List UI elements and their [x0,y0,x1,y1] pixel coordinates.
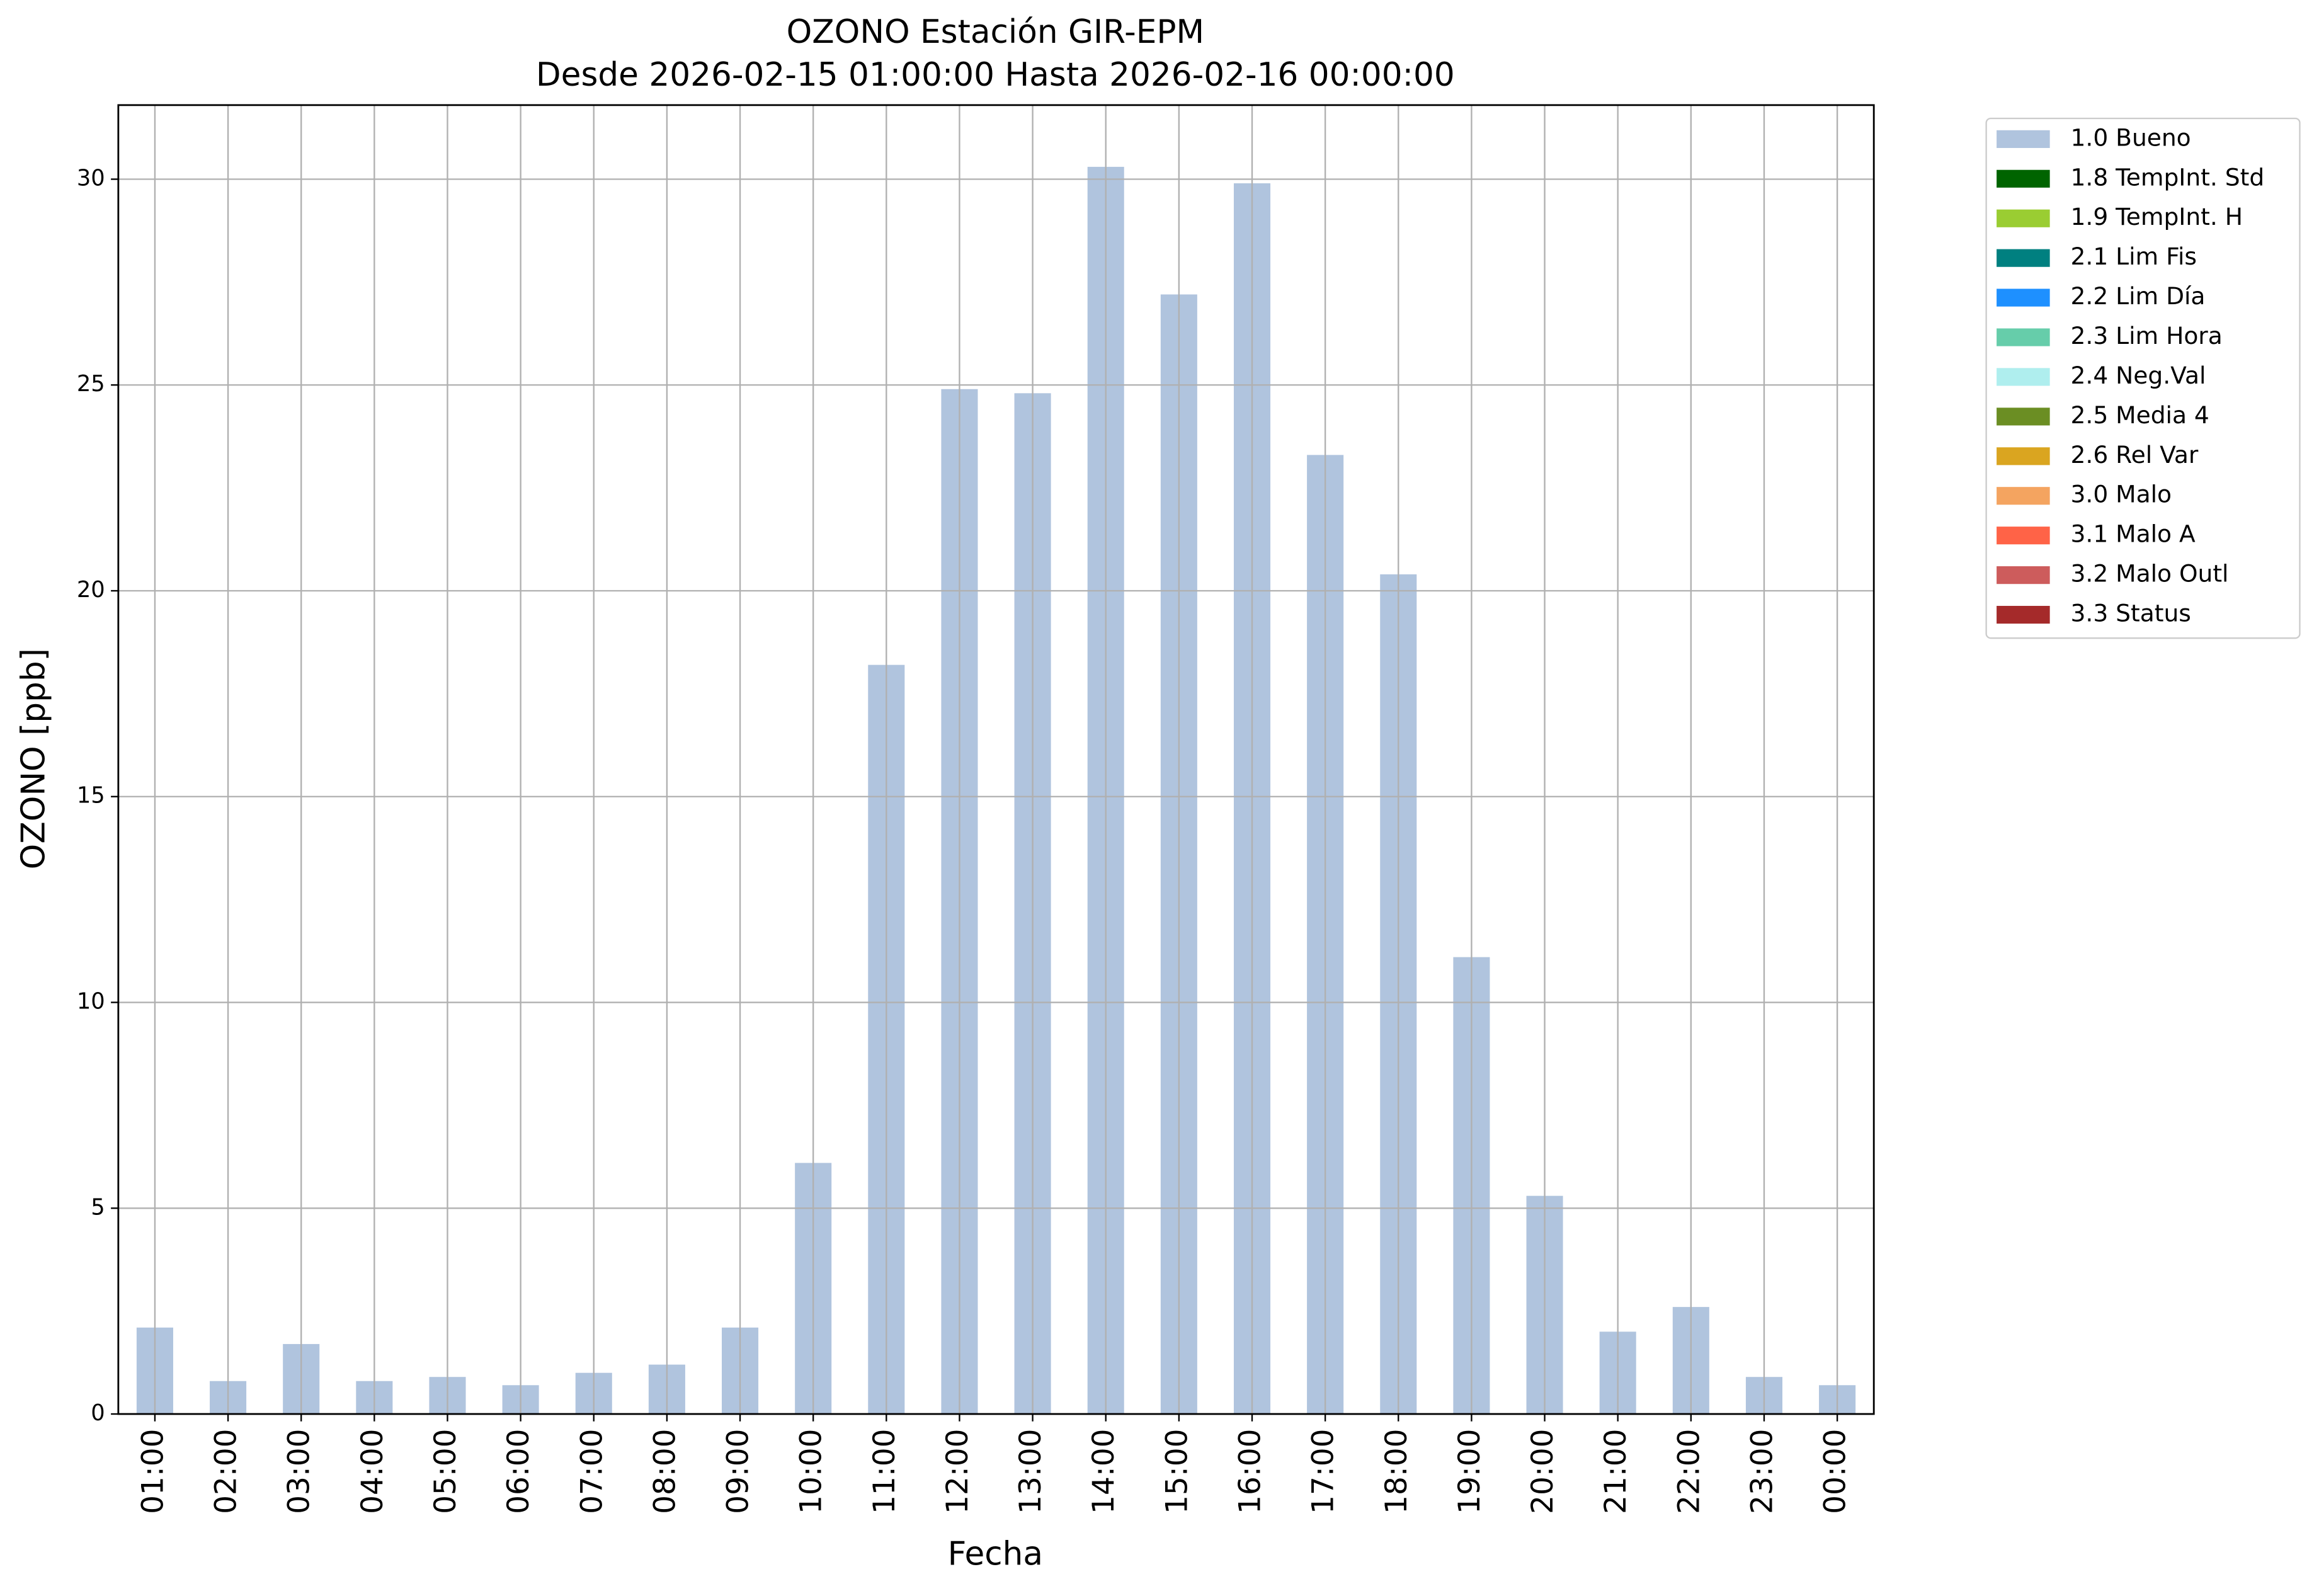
x-tick-label: 20:00 [1525,1429,1560,1514]
y-tick-label: 5 [91,1194,105,1220]
y-tick-label: 25 [77,371,105,397]
legend-swatch [1997,209,2050,227]
x-axis-label: Fecha [948,1535,1043,1573]
x-tick-label: 13:00 [1013,1429,1048,1514]
legend-label: 2.3 Lim Hora [2071,322,2223,350]
legend-label: 1.8 TempInt. Std [2071,163,2265,191]
legend-label: 2.4 Neg.Val [2071,362,2206,389]
x-tick-label: 19:00 [1452,1429,1487,1514]
legend-swatch [1997,408,2050,426]
legend-label: 3.1 Malo A [2071,520,2196,548]
legend-box [1985,117,2301,639]
y-axis-label: OZONO [ppb] [14,648,52,869]
legend-swatch [1997,288,2050,307]
legend-swatch [1997,447,2050,465]
legend-label: 2.5 Media 4 [2071,401,2209,429]
x-tick-label: 14:00 [1086,1429,1121,1514]
x-tick-label: 12:00 [940,1429,975,1514]
legend-label: 3.3 Status [2071,600,2191,627]
y-tick-label: 0 [91,1400,105,1426]
legend-swatch [1997,487,2050,505]
legend-label: 1.0 Bueno [2071,123,2191,151]
legend-label: 2.1 Lim Fis [2071,242,2197,270]
legend-swatch [1997,368,2050,386]
x-tick-label: 06:00 [501,1429,536,1514]
x-tick-label: 01:00 [135,1429,170,1514]
x-tick-label: 09:00 [721,1429,756,1514]
x-tick-label: 17:00 [1306,1429,1341,1514]
legend-swatch [1997,527,2050,545]
legend-label: 3.2 Malo Outl [2071,560,2229,588]
plot-frame [117,104,1875,1415]
legend-swatch [1997,328,2050,346]
chart-subtitle: Desde 2026-02-15 01:00:00 Hasta 2026-02-… [536,56,1455,94]
x-tick-label: 11:00 [867,1429,902,1514]
x-tick-label: 04:00 [355,1429,390,1514]
y-tick-label: 20 [77,577,105,603]
y-tick-label: 10 [77,989,105,1015]
x-tick-label: 03:00 [282,1429,317,1514]
x-tick-label: 21:00 [1598,1429,1633,1514]
x-tick-label: 22:00 [1672,1429,1706,1514]
chart-title: OZONO Estación GIR-EPM [787,13,1204,51]
x-tick-label: 02:00 [209,1429,244,1514]
legend-label: 2.2 Lim Día [2071,282,2206,310]
x-tick-label: 08:00 [647,1429,682,1514]
y-tick-label: 15 [77,783,105,809]
legend-label: 1.9 TempInt. H [2071,203,2243,231]
x-tick-label: 05:00 [428,1429,463,1514]
legend-swatch [1997,169,2050,188]
x-tick-label: 15:00 [1160,1429,1194,1514]
x-tick-label: 10:00 [794,1429,829,1514]
legend-swatch [1997,130,2050,148]
legend-label: 2.6 Rel Var [2071,441,2199,469]
x-tick-label: 18:00 [1379,1429,1414,1514]
x-tick-label: 16:00 [1233,1429,1268,1514]
legend-swatch [1997,566,2050,584]
legend-label: 3.0 Malo [2071,481,2172,508]
x-tick-label: 00:00 [1818,1429,1853,1514]
y-tick-label: 30 [77,165,105,191]
legend-swatch [1997,249,2050,267]
legend-swatch [1997,605,2050,624]
x-tick-label: 23:00 [1745,1429,1779,1514]
x-tick-label: 07:00 [574,1429,609,1514]
